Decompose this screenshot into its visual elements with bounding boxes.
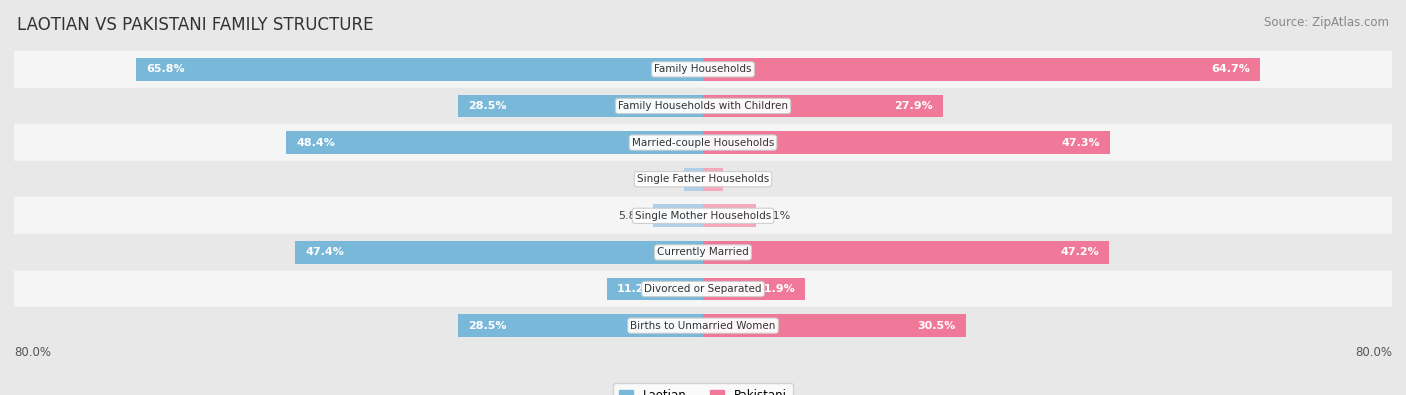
Text: Family Households with Children: Family Households with Children bbox=[619, 101, 787, 111]
Bar bbox=[14, 234, 1392, 271]
Text: 30.5%: 30.5% bbox=[917, 321, 955, 331]
Text: 47.2%: 47.2% bbox=[1060, 247, 1099, 258]
Bar bbox=[685, 168, 703, 190]
Bar bbox=[14, 88, 1392, 124]
Bar bbox=[703, 168, 723, 190]
Text: 11.9%: 11.9% bbox=[756, 284, 796, 294]
Text: 64.7%: 64.7% bbox=[1211, 64, 1250, 74]
Text: 47.4%: 47.4% bbox=[305, 247, 344, 258]
Text: Source: ZipAtlas.com: Source: ZipAtlas.com bbox=[1264, 16, 1389, 29]
Text: 47.3%: 47.3% bbox=[1062, 137, 1099, 148]
Text: 5.8%: 5.8% bbox=[617, 211, 647, 221]
Text: 2.3%: 2.3% bbox=[730, 174, 758, 184]
Text: LAOTIAN VS PAKISTANI FAMILY STRUCTURE: LAOTIAN VS PAKISTANI FAMILY STRUCTURE bbox=[17, 16, 374, 34]
Bar bbox=[287, 131, 703, 154]
Bar bbox=[14, 271, 1392, 307]
Text: 80.0%: 80.0% bbox=[1355, 346, 1392, 359]
Legend: Laotian, Pakistani: Laotian, Pakistani bbox=[613, 383, 793, 395]
Text: 28.5%: 28.5% bbox=[468, 321, 506, 331]
Text: Currently Married: Currently Married bbox=[657, 247, 749, 258]
Text: 80.0%: 80.0% bbox=[14, 346, 51, 359]
Text: Single Mother Households: Single Mother Households bbox=[636, 211, 770, 221]
Text: 65.8%: 65.8% bbox=[146, 64, 186, 74]
Text: 48.4%: 48.4% bbox=[297, 137, 336, 148]
Bar bbox=[14, 51, 1392, 88]
Bar bbox=[14, 161, 1392, 198]
Bar bbox=[136, 58, 703, 81]
Text: Single Father Households: Single Father Households bbox=[637, 174, 769, 184]
Bar bbox=[295, 241, 703, 264]
Bar bbox=[14, 198, 1392, 234]
Text: 11.2%: 11.2% bbox=[617, 284, 655, 294]
Bar bbox=[14, 124, 1392, 161]
Text: Family Households: Family Households bbox=[654, 64, 752, 74]
Bar bbox=[703, 314, 966, 337]
Text: Births to Unmarried Women: Births to Unmarried Women bbox=[630, 321, 776, 331]
Bar bbox=[703, 58, 1260, 81]
Text: Married-couple Households: Married-couple Households bbox=[631, 137, 775, 148]
Bar bbox=[457, 314, 703, 337]
Bar bbox=[652, 205, 703, 227]
Text: 6.1%: 6.1% bbox=[762, 211, 790, 221]
Text: Divorced or Separated: Divorced or Separated bbox=[644, 284, 762, 294]
Bar bbox=[14, 307, 1392, 344]
Text: 2.2%: 2.2% bbox=[648, 174, 678, 184]
Bar bbox=[457, 95, 703, 117]
Bar bbox=[703, 278, 806, 300]
Bar bbox=[606, 278, 703, 300]
Text: 28.5%: 28.5% bbox=[468, 101, 506, 111]
Bar bbox=[703, 131, 1111, 154]
Bar bbox=[703, 205, 755, 227]
Bar bbox=[703, 241, 1109, 264]
Bar bbox=[703, 95, 943, 117]
Text: 27.9%: 27.9% bbox=[894, 101, 934, 111]
